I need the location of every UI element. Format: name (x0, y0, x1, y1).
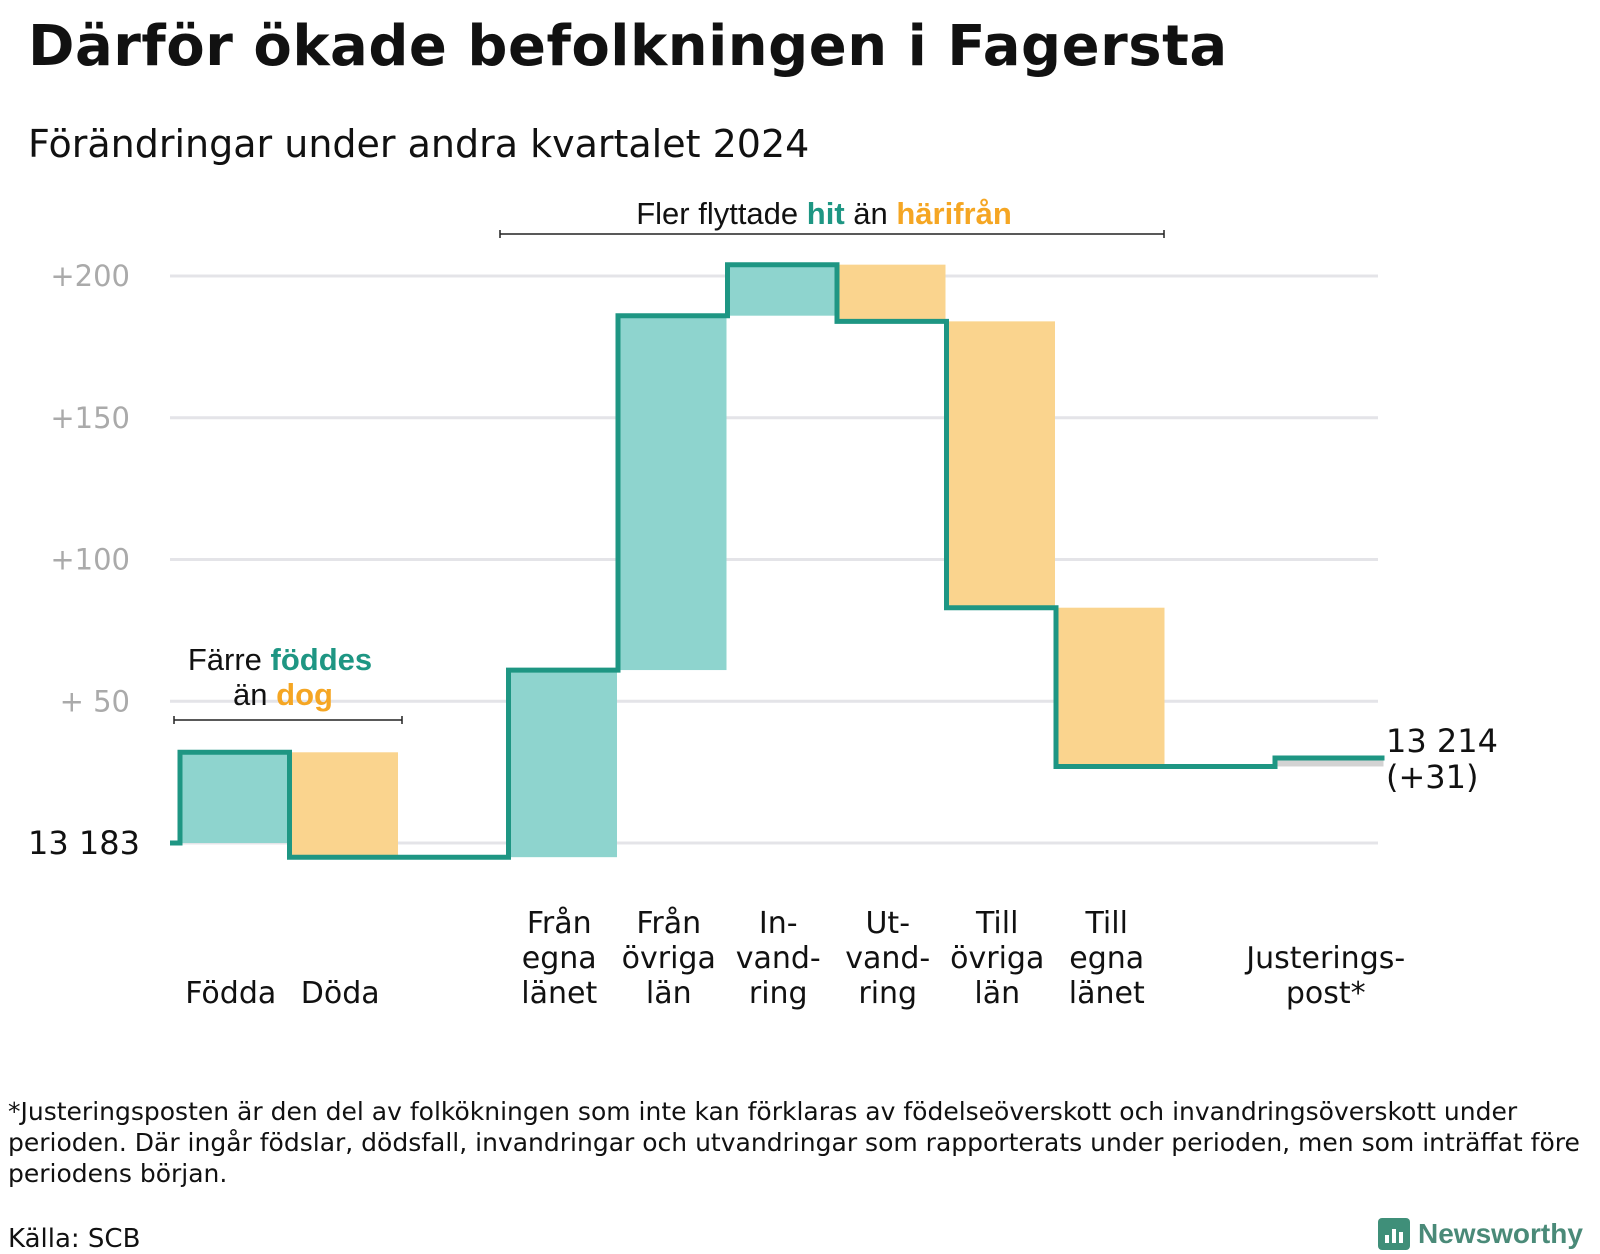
start-value-label: 13 183 (28, 824, 140, 862)
category-label: Från (527, 906, 592, 941)
chart-subtitle: Förändringar under andra kvartalet 2024 (28, 122, 810, 166)
y-tick-label: +200 (50, 259, 130, 293)
cumulative-line (170, 262, 1385, 860)
annotation-moved: Fler flyttade hit än härifrån (636, 196, 1012, 231)
chart-title: Därför ökade befolkningen i Fagersta (28, 14, 1228, 79)
category-label: vand- (845, 941, 930, 976)
end-change-label: (+31) (1386, 758, 1479, 796)
category-label: egna (1069, 941, 1144, 976)
category-label: ring (858, 976, 917, 1011)
category-label: Födda (185, 976, 276, 1011)
y-tick-label: +150 (50, 401, 130, 435)
newsworthy-icon (1378, 1218, 1410, 1250)
category-label: ring (749, 976, 808, 1011)
bar-adjustment (1275, 757, 1384, 767)
category-label: vand- (736, 941, 821, 976)
bar-increase (180, 752, 289, 843)
bar-increase (508, 670, 617, 858)
newsworthy-logo: Newsworthy (1378, 1218, 1583, 1250)
category-label: länet (521, 976, 597, 1011)
annotation-born-line2: än dog (233, 677, 333, 712)
bar-increase (618, 315, 727, 671)
y-tick-label: +100 (50, 543, 130, 577)
category-label: län (974, 976, 1020, 1011)
category-label: In- (759, 906, 798, 941)
footnote: *Justeringsposten är den del av folkökni… (8, 1097, 1580, 1188)
category-label: Ut- (865, 906, 910, 941)
bar-increase (727, 264, 836, 316)
category-label: länet (1069, 976, 1145, 1011)
annotation-born-bracket (173, 716, 403, 724)
annotation-born-line1: Färre föddes (188, 642, 372, 677)
category-label: Till (1085, 906, 1128, 941)
y-tick-label: + 50 (60, 684, 130, 718)
bar-decrease (946, 321, 1055, 608)
category-label: Från (636, 906, 701, 941)
bar-decrease (837, 264, 946, 322)
category-label: Justerings- (1244, 941, 1405, 976)
source-label: Källa: SCB (8, 1224, 141, 1254)
annotation-moved-bracket (499, 230, 1165, 238)
bar-decrease (289, 752, 398, 858)
category-label: post* (1286, 976, 1366, 1011)
category-label: övriga (622, 941, 716, 976)
bar-decrease (1056, 607, 1165, 767)
brand-name: Newsworthy (1418, 1218, 1583, 1249)
category-label: Döda (301, 976, 380, 1011)
category-label: Till (975, 906, 1018, 941)
category-label: övriga (950, 941, 1044, 976)
category-label: län (646, 976, 692, 1011)
category-label: egna (522, 941, 597, 976)
end-value-label: 13 214 (1386, 722, 1498, 760)
